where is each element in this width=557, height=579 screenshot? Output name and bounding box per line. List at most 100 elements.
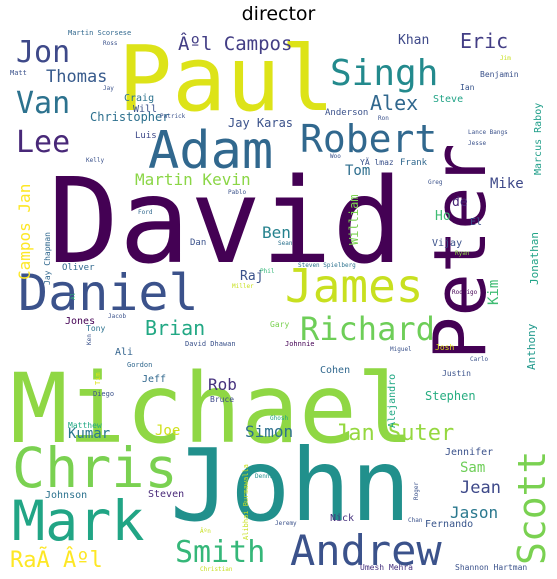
word-scott: Scott (510, 451, 554, 565)
word-ryan: Ryan (455, 250, 470, 257)
word-fernando: Fernando (425, 519, 473, 530)
word-johnson: Johnson (45, 490, 87, 501)
word-nick: Nick (330, 513, 354, 524)
word-l-campos: Âºl Campos (178, 32, 292, 55)
word-ken: Ken (86, 334, 93, 345)
word-paul: Paul (118, 27, 335, 132)
word-david-dhawan: David Dhawan (185, 340, 236, 348)
word-james: James (285, 259, 423, 313)
word-mark: Mark (12, 489, 144, 553)
word-david: David (48, 152, 403, 290)
word-eric: Eric (460, 29, 508, 53)
word-singh: Singh (330, 53, 438, 94)
word-vijay: Vijay (432, 238, 462, 249)
word-phil: Phil (260, 268, 275, 275)
word-matthew: Matthew (68, 421, 102, 430)
word-john: John (170, 427, 411, 544)
word-michael: Michael (10, 353, 415, 465)
word-josh: Josh (435, 343, 454, 352)
word-anthony: Anthony (525, 323, 538, 370)
word-jeff: Jeff (142, 374, 166, 385)
word-miguel: Miguel (390, 346, 412, 353)
word-n: Âºn (200, 528, 211, 535)
word-de: de (452, 195, 468, 210)
word-jay-chapman: Jay Chapman (43, 232, 52, 285)
word-christopher: Christopher (90, 110, 169, 124)
word-tim: Tim (94, 372, 102, 385)
word-sam: Sam (460, 460, 485, 476)
word-shannon-hartman: Shannon Hartman (455, 563, 527, 572)
word-sean: Sean (278, 240, 293, 247)
word-van: Van (16, 86, 70, 121)
word-pablo: Pablo (228, 189, 246, 196)
word-umesh-mehra: Umesh Mehra (360, 563, 413, 572)
word-stephen: Stephen (425, 389, 476, 403)
word-justin: Justin (442, 369, 471, 378)
word-jonathan: Jonathan (528, 232, 541, 285)
word-richard: Richard (300, 310, 435, 348)
word-roger: Roger (413, 482, 420, 500)
word-frank: Frank (400, 158, 428, 168)
chart-title: director (241, 3, 316, 25)
word-chris: Chris (12, 436, 178, 500)
word-william: William (347, 194, 361, 245)
word-lance-bangs: Lance Bangs (468, 129, 508, 136)
word-steve: Steve (433, 94, 463, 105)
word-tony: Tony (86, 324, 105, 333)
word-al: Al (70, 292, 77, 300)
word-rob: Rob (208, 375, 237, 394)
word-steven-spielberg: Steven Spielberg (298, 262, 356, 269)
word-ron: Ron (378, 115, 389, 122)
word-el: El (470, 217, 482, 228)
word-craig: Craig (124, 93, 154, 104)
word-khan: Khan (398, 33, 429, 48)
word-oliver: Oliver (62, 263, 95, 273)
word-chan: Chan (408, 517, 423, 524)
word-raj: Raj (240, 269, 263, 284)
word-adam: Adam (148, 121, 273, 181)
word-jon: Jon (16, 35, 70, 70)
word-ford: Ford (138, 209, 153, 216)
word-lee: Lee (16, 125, 70, 160)
word-alejandro: Alejandro (387, 374, 398, 428)
word-greg: Greg (428, 179, 443, 186)
word-johnnie: Johnnie (285, 340, 315, 348)
word-martin-kevin: Martin Kevin (135, 170, 251, 189)
word-alibhai-burmawalla: Alibhai Burmawalla (242, 464, 250, 540)
word-andrew: Andrew (290, 526, 442, 575)
word-alex: Alex (370, 91, 418, 115)
word-jennifer: Jennifer (445, 447, 493, 458)
word-ben: Ben (262, 223, 291, 242)
word-y-lmaz: YÃ lmaz (360, 157, 394, 167)
word-ho: Ho (435, 209, 451, 224)
word-rodrigo: Rodrigo (452, 289, 478, 296)
word-robert: Robert (300, 117, 437, 161)
word-matt: Matt (10, 69, 27, 77)
word-jay-karas: Jay Karas (228, 116, 293, 130)
word-peter: Peter (418, 143, 502, 360)
word-jay: Jay (103, 85, 114, 92)
word-gordon: Gordon (127, 361, 152, 369)
word-kelly: Kelly (86, 157, 104, 164)
word-bruce: Bruce (210, 395, 234, 404)
word-jesse: Jesse (468, 140, 486, 147)
word-daniel: Daniel (18, 264, 199, 322)
word-smith: Smith (175, 535, 265, 570)
word-luis: Luis (135, 131, 157, 141)
word-carlo: Carlo (470, 356, 488, 363)
word-campos-jan: Campos Jan (15, 184, 34, 280)
word-martin-scorsese: Martin Scorsese (68, 29, 131, 37)
word-miller: Miller (232, 283, 254, 290)
word-kim: Kim (486, 280, 502, 305)
word-ross: Ross (103, 40, 118, 47)
word-anderson: Anderson (325, 108, 368, 118)
word-jan-suter: Jan Suter (335, 421, 454, 446)
word-gary: Gary (270, 320, 289, 329)
word-ian: Ian (460, 83, 475, 92)
word-dennis: Dennis (255, 473, 277, 480)
word-patrick: Patrick (160, 113, 186, 120)
word-christian: Christian (200, 566, 233, 573)
word-ali: Ali (115, 347, 133, 358)
